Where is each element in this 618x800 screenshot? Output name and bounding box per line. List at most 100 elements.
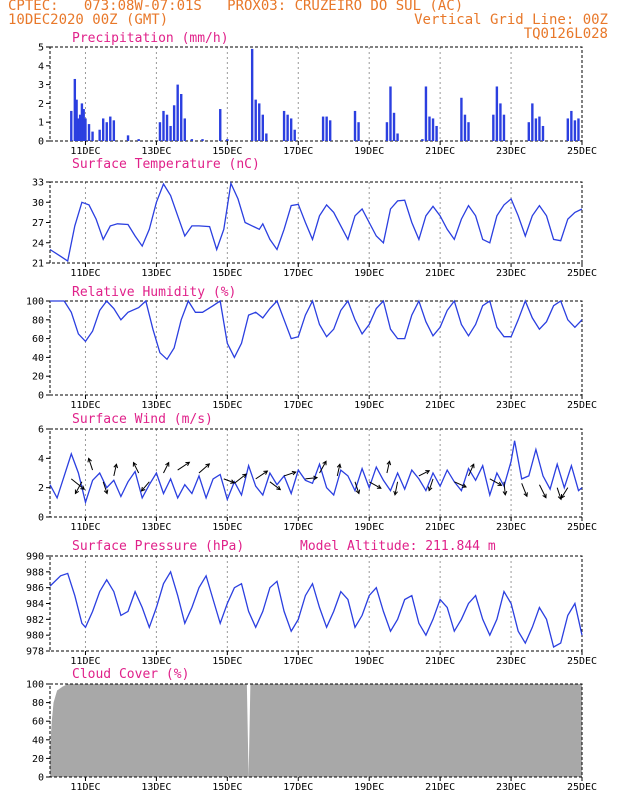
wind-arrow: [393, 481, 399, 496]
wind-arrow-shaft: [503, 481, 506, 495]
precip-bar: [165, 114, 169, 141]
precip-bar: [534, 118, 538, 141]
panel-frame: [49, 428, 583, 518]
wind-arrow-shaft: [521, 483, 528, 497]
wind-arrow: [368, 481, 382, 489]
wind-arrow-head: [87, 457, 92, 463]
y-tick-label: 6: [38, 425, 44, 436]
wind-arrow-head: [74, 489, 80, 495]
wind-arrow: [489, 478, 503, 486]
wind-arrow-head: [185, 461, 191, 467]
wind-arrow: [418, 470, 431, 477]
wind-arrow-shaft: [283, 471, 296, 477]
x-tick-label: 25DEC: [567, 268, 597, 279]
precip-bar: [570, 110, 573, 141]
precip-bar: [265, 133, 268, 141]
y-tick-label: 0: [38, 513, 44, 524]
header-line-1: CPTEC: 073:08W-07:01S PROX03: CRUZEIRO D…: [8, 0, 464, 14]
wind-arrow: [255, 470, 269, 480]
x-tick-label: 23DEC: [496, 400, 526, 411]
x-tick-label: 19DEC: [354, 782, 384, 793]
precip-bar: [321, 116, 325, 141]
y-tick-label: 60: [32, 334, 44, 345]
x-tick-label: 19DEC: [354, 656, 384, 667]
precip-bar: [70, 110, 73, 141]
y-tick-label: 984: [26, 599, 44, 610]
precip-bar: [169, 125, 172, 141]
precip-bar: [258, 103, 261, 141]
y-tick-label: 40: [32, 735, 44, 746]
x-tick-label: 11DEC: [70, 400, 100, 411]
wind-arrow: [70, 478, 86, 490]
wind-arrow-head: [336, 463, 342, 469]
precip-bar: [396, 133, 399, 141]
panel-frame: [49, 46, 583, 142]
wind-arrow-head: [230, 479, 236, 484]
cloud-cover-area: [50, 684, 582, 777]
wind-arrow: [132, 461, 140, 474]
precip-bar: [428, 116, 431, 141]
panel-title: Surface Wind (m/s): [72, 412, 213, 427]
wind-arrow-head: [497, 481, 503, 486]
wind-arrow-shaft: [354, 481, 360, 494]
series-line: [50, 299, 583, 361]
wind-arrow: [223, 478, 236, 484]
wind-arrow: [538, 484, 547, 499]
panel-frame: [49, 555, 583, 652]
wind-arrow-head: [140, 486, 146, 492]
precip-bar: [424, 86, 428, 141]
y-tick-label: 100: [26, 297, 44, 308]
y-tick-label: 990: [26, 552, 44, 563]
wind-arrow: [454, 481, 467, 488]
y-tick-label: 1: [38, 118, 44, 129]
wind-arrow-head: [376, 484, 382, 489]
wind-arrow-head: [560, 494, 566, 499]
y-tick-label: 21: [32, 259, 44, 270]
panel-2: 0 20 40 60 80 100 11DEC 13DEC 15DEC 17DEC 19DEC 21D…: [26, 285, 597, 411]
series-line: [49, 440, 583, 505]
x-tick-label: 25DEC: [567, 400, 597, 411]
x-tick-label: 19DEC: [354, 400, 384, 411]
wind-arrow: [269, 481, 282, 491]
wind-arrow: [502, 481, 508, 496]
wind-arrow: [468, 463, 475, 477]
x-tick-label: 21DEC: [425, 656, 455, 667]
x-tick-label: 23DEC: [496, 522, 526, 533]
wind-arrow: [336, 463, 342, 477]
precip-bar: [261, 114, 264, 141]
wind-arrow-shaft: [141, 481, 150, 492]
x-tick-label: 21DEC: [425, 522, 455, 533]
precip-bar: [353, 110, 357, 141]
wind-arrow: [427, 478, 434, 492]
precip-bar: [91, 131, 94, 141]
wind-arrow-shaft: [418, 470, 430, 477]
series-line: [49, 181, 583, 263]
precip-bar: [158, 122, 162, 141]
precip-bar: [577, 118, 580, 141]
precip-bar: [226, 139, 229, 141]
wind-arrow-shaft: [163, 462, 170, 474]
precip-bar: [286, 114, 289, 141]
x-tick-label: 15DEC: [212, 146, 242, 157]
precip-bar: [538, 116, 541, 141]
x-tick-label: 25DEC: [567, 656, 597, 667]
panel-title: Surface Pressure (hPa): [72, 539, 244, 554]
y-tick-label: 0: [38, 391, 44, 402]
x-tick-label: 13DEC: [141, 656, 171, 667]
precip-bar: [201, 139, 204, 141]
precip-bar: [328, 120, 332, 141]
y-tick-label: 982: [26, 615, 44, 626]
precip-bar: [460, 97, 463, 141]
x-tick-label: 23DEC: [496, 656, 526, 667]
precip-bar: [431, 118, 435, 141]
wind-arrow: [177, 461, 191, 471]
x-tick-label: 23DEC: [496, 146, 526, 157]
wind-arrow-shaft: [70, 478, 85, 490]
wind-arrow-shaft: [556, 487, 562, 500]
wind-arrow: [560, 487, 569, 499]
y-tick-label: 80: [32, 315, 44, 326]
precip-bar: [527, 122, 530, 141]
precip-bar: [87, 124, 91, 141]
x-tick-label: 13DEC: [141, 782, 171, 793]
wind-arrow: [234, 473, 247, 484]
